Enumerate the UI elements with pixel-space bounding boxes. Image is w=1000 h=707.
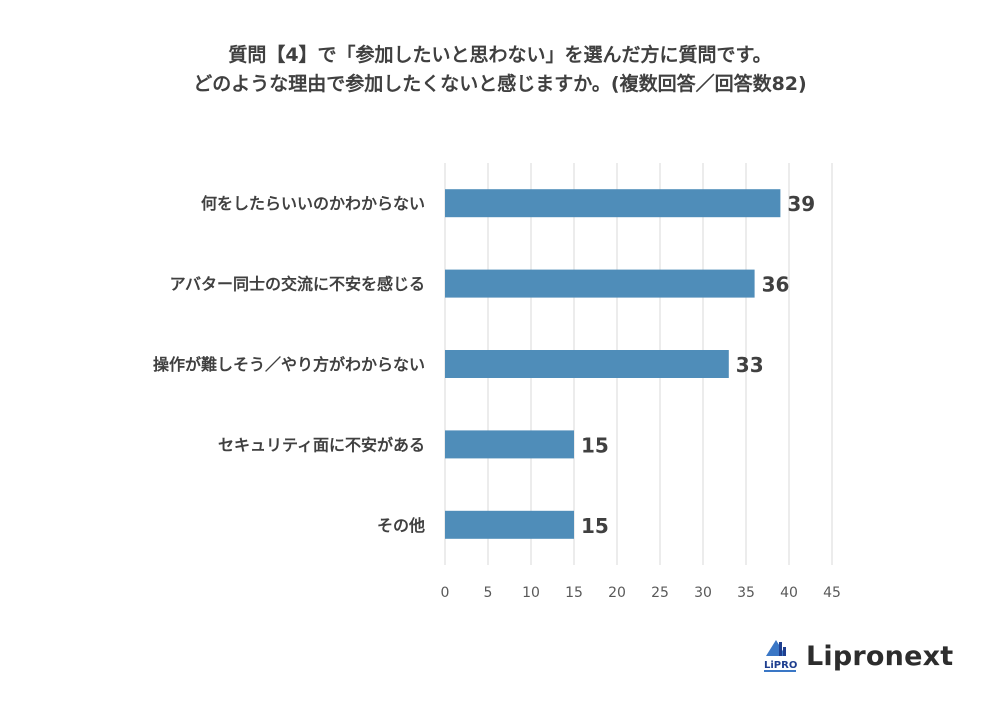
bar bbox=[445, 430, 574, 459]
chart-title-line-2: どのような理由で参加したくないと感じますか。(複数回答／回答数82) bbox=[193, 73, 807, 95]
logo-mark-text: LiPRO bbox=[764, 660, 797, 671]
data-label: 36 bbox=[762, 273, 790, 297]
data-label: 15 bbox=[581, 433, 609, 457]
bars bbox=[445, 189, 781, 539]
category-label: アバター同士の交流に不安を感じる bbox=[170, 275, 425, 294]
brand-name: Lipronext bbox=[806, 640, 954, 672]
category-label: 操作が難しそう／やり方がわからない bbox=[153, 355, 425, 374]
category-labels: 何をしたらいいのかわからないアバター同士の交流に不安を感じる操作が難しそう／やり… bbox=[153, 194, 425, 535]
x-tick-label: 20 bbox=[608, 585, 626, 601]
data-label: 39 bbox=[787, 192, 815, 216]
bar bbox=[445, 189, 781, 218]
x-tick-label: 35 bbox=[737, 585, 755, 601]
data-labels: 39 36 33 15 15 bbox=[581, 192, 815, 538]
x-tick-label: 0 bbox=[441, 585, 450, 601]
bar bbox=[445, 269, 755, 298]
x-tick-label: 10 bbox=[522, 585, 540, 601]
category-label: 何をしたらいいのかわからない bbox=[201, 194, 425, 213]
lipro-logo-mark-icon: LiPRO bbox=[764, 640, 797, 672]
category-label: その他 bbox=[377, 516, 425, 535]
data-label: 33 bbox=[736, 353, 764, 377]
chart-title-line-1: 質問【4】で「参加したいと思わない」を選んだ方に質問です。 bbox=[228, 44, 772, 66]
x-tick-label: 25 bbox=[651, 585, 669, 601]
category-label: セキュリティ面に不安がある bbox=[218, 435, 425, 454]
x-tick-label: 45 bbox=[823, 585, 841, 601]
data-label: 15 bbox=[581, 514, 609, 538]
x-tick-label: 30 bbox=[694, 585, 712, 601]
x-tick-label: 40 bbox=[780, 585, 798, 601]
lipronext-logo: LiPRO Lipronext bbox=[762, 638, 953, 674]
x-tick-label: 15 bbox=[565, 585, 583, 601]
x-axis-ticks: 0 5 10 15 20 25 30 35 40 45 bbox=[441, 585, 841, 601]
bar bbox=[445, 510, 574, 539]
x-tick-label: 5 bbox=[484, 585, 493, 601]
bar bbox=[445, 350, 729, 378]
